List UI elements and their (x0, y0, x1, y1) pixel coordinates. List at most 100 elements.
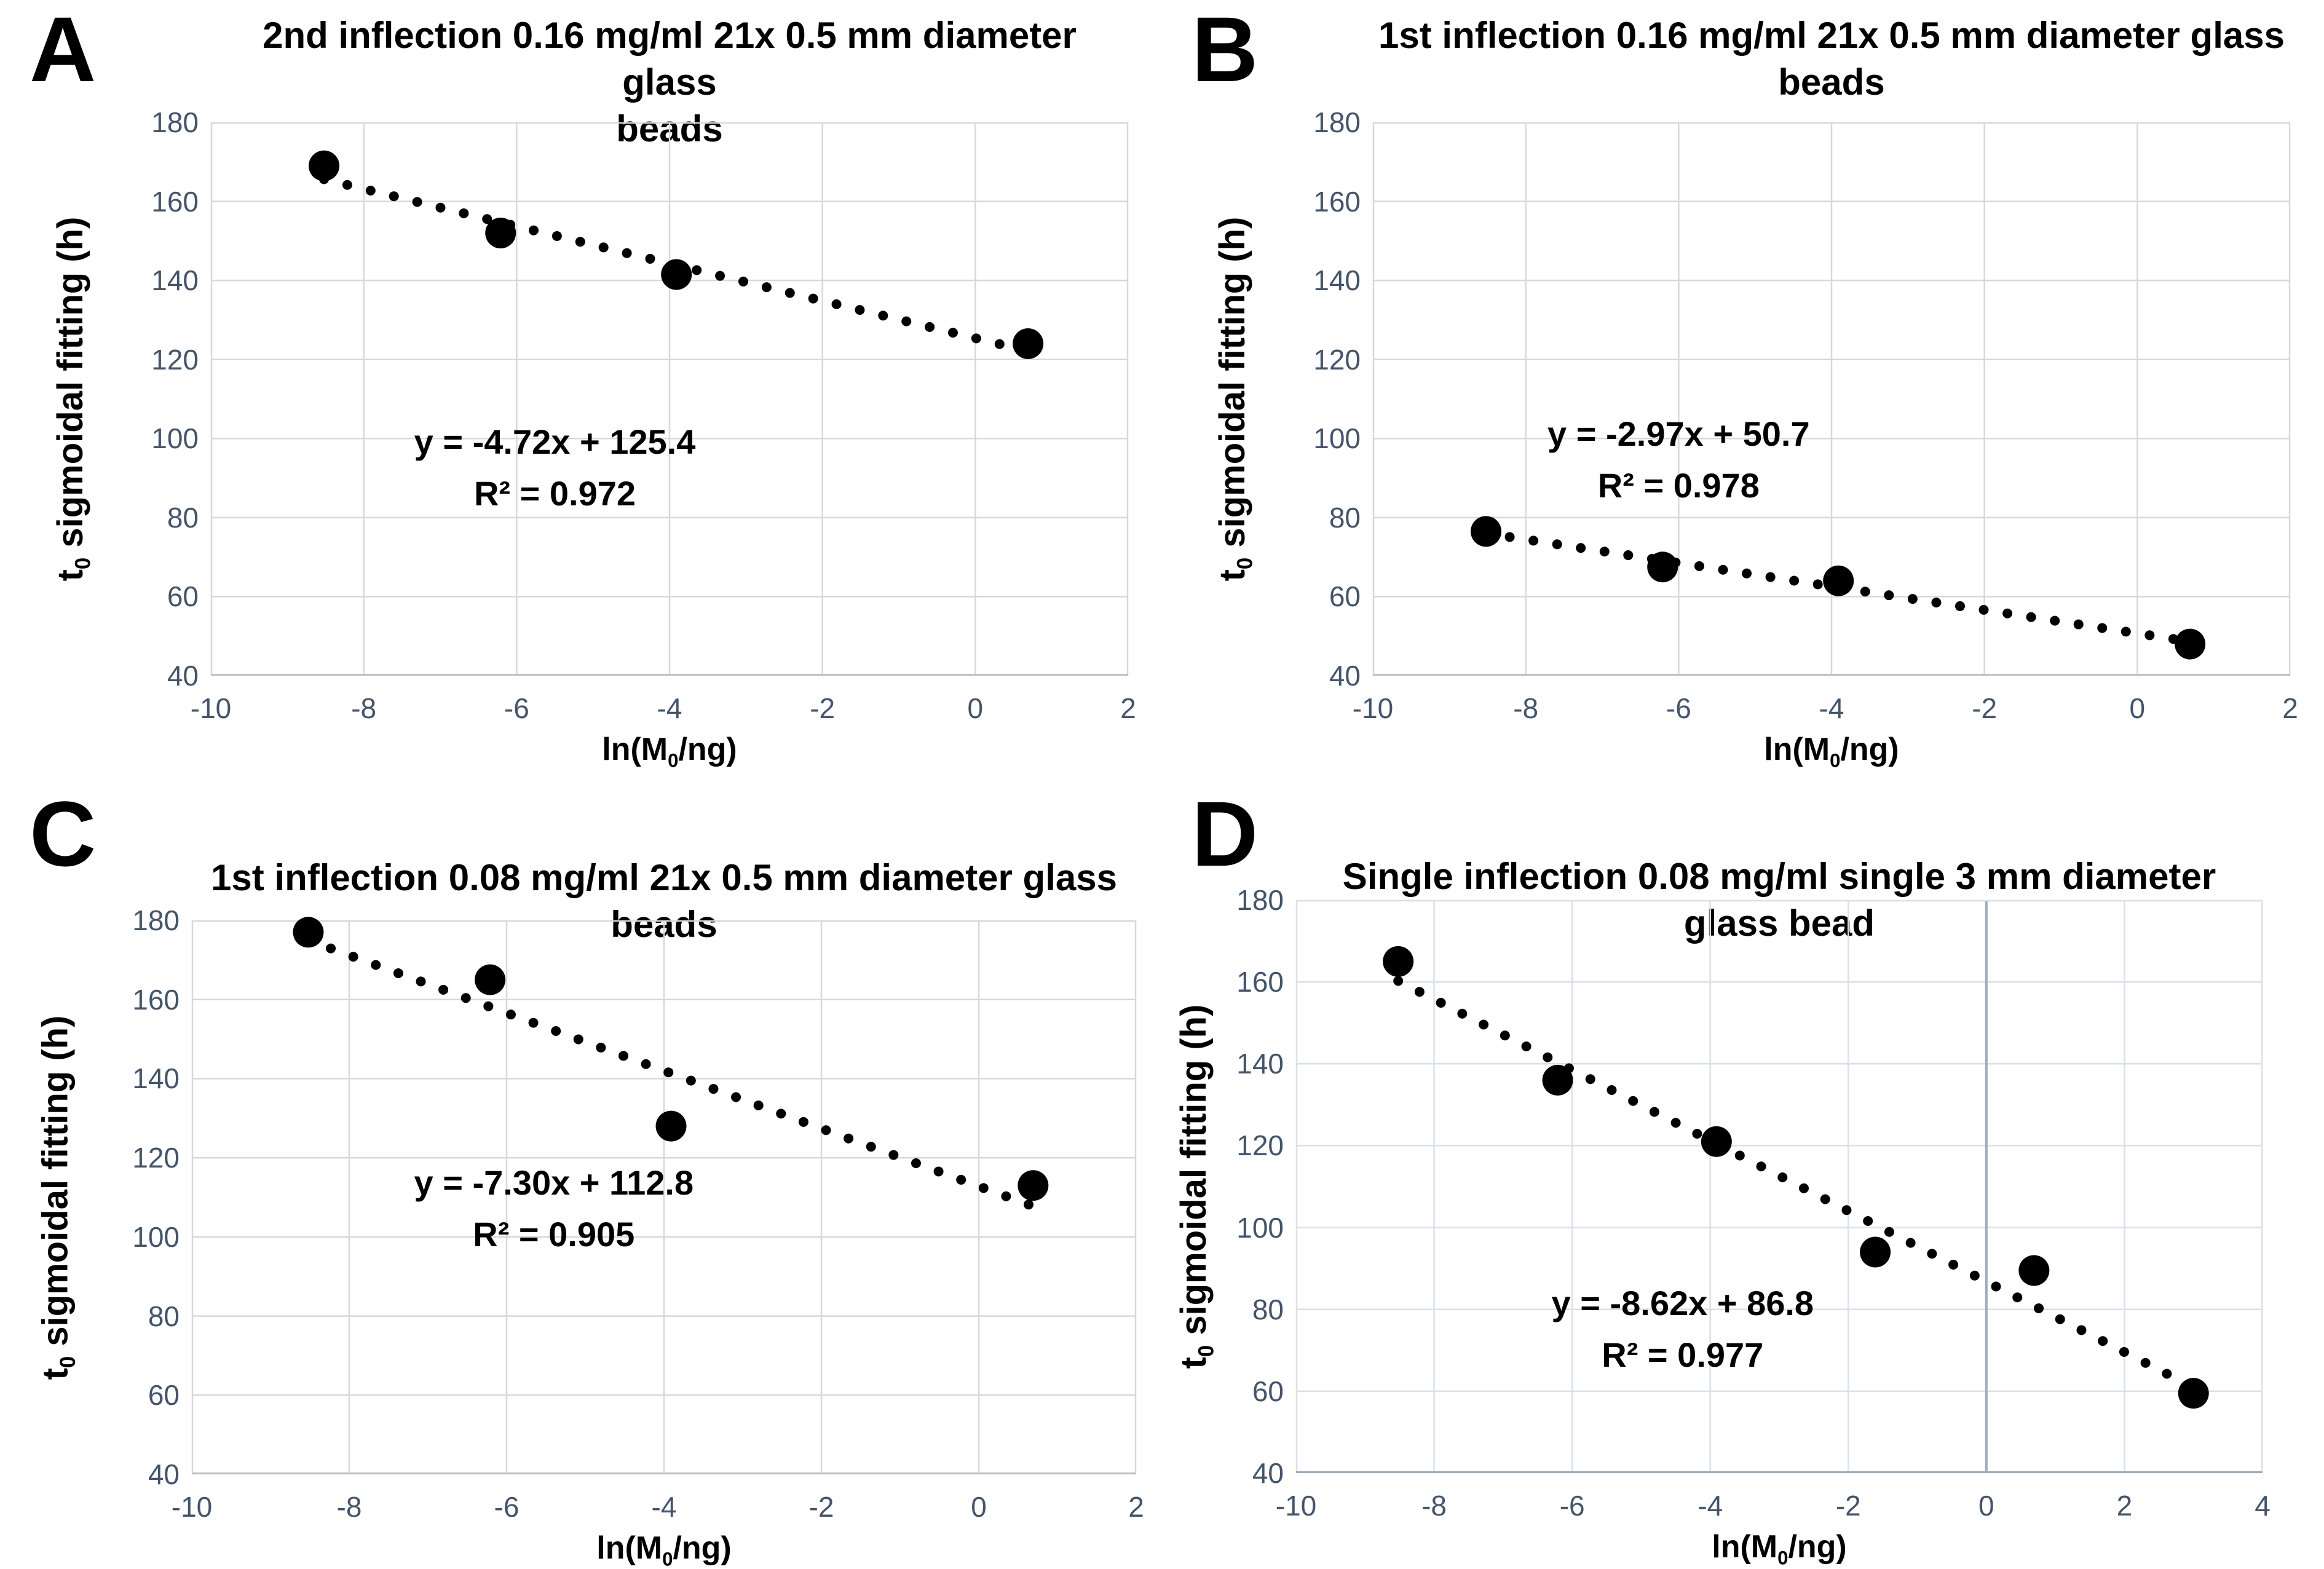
chart-title-line: glass bead (1683, 903, 1875, 944)
y-tick-label: 180 (1236, 884, 1284, 916)
y-tick-label: 60 (1329, 580, 1361, 613)
y-tick-label: 100 (132, 1220, 180, 1253)
y-tick-label: 160 (151, 185, 199, 218)
x-tick-label: 0 (2129, 692, 2146, 724)
y-tick-label: 60 (148, 1379, 180, 1412)
panel-letter-A: A (30, 0, 97, 101)
x-tick-label: -6 (494, 1491, 520, 1523)
y-axis-title: t0 sigmoidal fitting (h) (1212, 216, 1257, 582)
r-squared-label: R² = 0.905 (473, 1215, 634, 1254)
x-tick-label: -2 (810, 692, 836, 724)
chart-title-line: Single inflection 0.08 mg/ml single 3 mm… (1342, 856, 2216, 897)
panel-letter-B: B (1192, 0, 1259, 101)
panel-D: D Single inflection 0.08 mg/ml single 3 m… (1162, 784, 2324, 1569)
y-tick-label: 100 (1236, 1211, 1284, 1244)
y-tick-label: 140 (1236, 1048, 1284, 1080)
x-tick-label: -4 (651, 1491, 677, 1523)
x-tick-label: -10 (1352, 692, 1394, 724)
data-point (293, 917, 324, 948)
y-tick-label: 160 (1313, 185, 1361, 218)
data-point (475, 964, 506, 995)
chart-title: 2nd inflection 0.16 mg/ml 21x 0.5 mm dia… (211, 12, 1128, 152)
equation-label: y = -2.97x + 50.7 (1547, 414, 1810, 453)
y-tick-label: 120 (1313, 343, 1361, 376)
x-tick-label: 0 (1978, 1490, 1994, 1522)
r-squared-label: R² = 0.978 (1598, 466, 1760, 505)
x-tick-label: 2 (1128, 1491, 1144, 1523)
x-tick-label: -6 (1559, 1490, 1585, 1522)
equation-label: y = -8.62x + 86.8 (1552, 1284, 1814, 1322)
panel-C: C 1st inflection 0.08 mg/ml 21x 0.5 mm di… (0, 784, 1162, 1569)
plot-area: y = -4.72x + 125.4 R² = 0.972 (210, 122, 1129, 676)
panel-A: A 2nd inflection 0.16 mg/ml 21x 0.5 mm di… (0, 0, 1162, 784)
equation-label: y = -7.30x + 112.8 (414, 1163, 694, 1202)
y-axis-title: t0 sigmoidal fitting (h) (1174, 1004, 1219, 1369)
chart-title-line: 2nd inflection 0.16 mg/ml 21x 0.5 mm dia… (263, 15, 1077, 103)
data-point (2178, 1378, 2209, 1409)
chart-title-line: beads (1778, 61, 1885, 103)
y-tick-label: 80 (167, 501, 199, 534)
trendline (1393, 976, 2199, 1393)
x-tick-label: -2 (1972, 692, 1998, 724)
data-point (661, 259, 692, 290)
x-tick-label: -4 (1819, 692, 1844, 724)
y-tick-label: 120 (1236, 1129, 1284, 1162)
r-squared-label: R² = 0.977 (1602, 1335, 1763, 1374)
trendline (303, 935, 1038, 1211)
y-tick-label: 60 (1252, 1375, 1284, 1407)
y-tick-label: 80 (148, 1300, 180, 1332)
chart-title: 1st inflection 0.16 mg/ml 21x 0.5 mm dia… (1373, 12, 2290, 106)
y-tick-label: 160 (1236, 966, 1284, 998)
x-tick-label: 0 (971, 1491, 987, 1523)
y-tick-label: 80 (1329, 501, 1361, 534)
y-axis-title: t0 sigmoidal fitting (h) (35, 1015, 80, 1380)
data-point (309, 150, 340, 181)
x-tick-label: 4 (2255, 1490, 2271, 1522)
y-tick-label: 40 (167, 660, 199, 692)
y-tick-label: 120 (132, 1142, 180, 1174)
plot-area: y = -7.30x + 112.8 R² = 0.905 (191, 917, 1137, 1475)
y-tick-label: 140 (1313, 264, 1361, 297)
chart-title: Single inflection 0.08 mg/ml single 3 mm… (1296, 853, 2263, 947)
y-tick-label: 40 (1329, 660, 1361, 692)
x-tick-label: 0 (967, 692, 984, 724)
y-tick-label: 40 (1252, 1457, 1284, 1489)
data-point (1823, 565, 1854, 596)
data-point (1383, 946, 1414, 977)
x-tick-label: -2 (1835, 1490, 1861, 1522)
y-tick-label: 140 (151, 264, 199, 297)
data-point (1018, 1170, 1049, 1201)
chart-title-line: 1st inflection 0.08 mg/ml 21x 0.5 mm dia… (211, 857, 1117, 898)
y-tick-label: 120 (151, 343, 199, 376)
panel-B: B 1st inflection 0.16 mg/ml 21x 0.5 mm di… (1162, 0, 2324, 784)
y-tick-label: 180 (151, 106, 199, 138)
x-tick-label: -6 (504, 692, 529, 724)
data-point (1860, 1236, 1891, 1268)
x-tick-label: -4 (657, 692, 682, 724)
x-tick-label: -10 (190, 692, 232, 724)
panel-letter-D: D (1192, 782, 1259, 885)
x-tick-label: 2 (1120, 692, 1136, 724)
x-tick-label: -6 (1666, 692, 1691, 724)
plot-border (1295, 899, 2263, 1474)
data-point (2018, 1255, 2050, 1286)
y-tick-label: 100 (1313, 422, 1361, 455)
plot-area: y = -2.97x + 50.7 R² = 0.978 (1372, 122, 2291, 676)
x-tick-label: -8 (336, 1491, 362, 1523)
x-tick-label: -8 (1421, 1490, 1447, 1522)
equation-label: y = -4.72x + 125.4 (414, 422, 696, 461)
y-tick-label: 160 (132, 983, 180, 1016)
x-tick-label: -8 (351, 692, 377, 724)
y-tick-label: 60 (167, 580, 199, 613)
x-axis-title: ln(M0/ng) (596, 1530, 732, 1569)
y-tick-label: 140 (132, 1062, 180, 1095)
data-point (2175, 628, 2206, 660)
x-tick-label: 2 (2282, 692, 2298, 724)
x-tick-label: -8 (1513, 692, 1539, 724)
x-tick-label: -2 (808, 1491, 834, 1523)
data-point (485, 218, 516, 248)
x-tick-label: -10 (1275, 1490, 1317, 1522)
data-point (1471, 516, 1502, 547)
data-point (1542, 1064, 1573, 1096)
